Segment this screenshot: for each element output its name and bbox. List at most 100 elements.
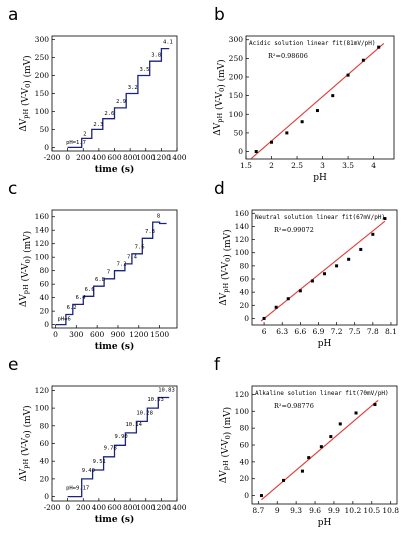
y-tick-label: 60 [39, 280, 49, 289]
x-tick-label: 9.6 [309, 506, 321, 515]
x-tick-label: 9.3 [290, 506, 302, 515]
x-tick-label: 10.5 [363, 506, 380, 515]
x-axis-label: time (s) [95, 164, 135, 175]
y-tick-label: 60 [239, 441, 249, 450]
data-point [338, 422, 342, 426]
y-axis-label: ΔVpH (V-V0) (mV) [213, 59, 227, 135]
step-annotation: 7.4 [127, 255, 138, 261]
step-annotation: 7 [107, 269, 110, 275]
data-point [371, 232, 375, 236]
x-tick-label: 1000 [136, 153, 155, 162]
fit-title: Neutral solution linear fit(67mV/pH) [255, 214, 385, 221]
x-tick-label: -200 [44, 153, 61, 162]
step-annotation: 2 [83, 132, 86, 138]
data-point [331, 94, 335, 98]
x-tick-label: 7.8 [367, 327, 379, 336]
panel-letter-c: c [8, 179, 17, 199]
x-tick-label: 9.9 [328, 506, 340, 515]
fit-title: Alkaline solution linear fit(70mV/pH) [255, 390, 389, 397]
step-annotation: 2.9 [116, 99, 126, 105]
y-tick-label: 120 [35, 386, 50, 395]
x-tick-label: 0 [53, 330, 58, 339]
y-tick-label: 150 [35, 89, 50, 98]
data-point [383, 217, 387, 221]
y-tick-label: 120 [235, 390, 250, 399]
y-tick-label: 60 [39, 439, 49, 448]
step-annotation: 10.83 [158, 387, 175, 393]
y-tick-label: 40 [239, 457, 249, 466]
y-tick-label: 100 [229, 110, 244, 119]
data-point [282, 478, 286, 482]
data-point [319, 445, 323, 449]
r-squared-label: R²=0.98606 [268, 52, 308, 60]
x-tick-label: 800 [123, 153, 138, 162]
data-point [373, 403, 377, 407]
y-tick-label: 0 [44, 320, 49, 329]
y-tick-label: 100 [35, 253, 50, 262]
y-tick-label: 0 [244, 314, 249, 323]
step-annotation: 9.40 [82, 468, 95, 474]
x-tick-label: 0 [65, 503, 70, 512]
x-tick-label: 600 [90, 330, 105, 339]
y-tick-label: 40 [239, 288, 249, 297]
x-axis-label: pH [318, 518, 332, 528]
x-tick-label: 1200 [129, 330, 148, 339]
x-tick-label: 400 [92, 153, 107, 162]
y-tick-label: 20 [39, 474, 49, 483]
y-tick-label: 200 [229, 73, 244, 82]
data-point [286, 297, 290, 301]
data-point [285, 131, 289, 135]
y-tick-label: 20 [239, 301, 249, 310]
y-tick-label: 120 [235, 235, 250, 244]
y-tick-label: 40 [39, 457, 49, 466]
step-annotation: 9.78 [104, 446, 117, 452]
y-tick-label: 100 [35, 107, 50, 116]
x-tick-label: 10.2 [345, 506, 362, 515]
chart-panel-f: f 8.7 9 9.3 9.6 9.9 10.2 10.5 10.8 0 20 40 60 80 100 12… [214, 355, 399, 528]
data-point [274, 305, 278, 309]
linear-fit-line [250, 43, 385, 160]
y-tick-label: 200 [35, 71, 50, 80]
data-point [377, 45, 381, 49]
data-point [329, 435, 333, 439]
panel-letter-e: e [8, 355, 18, 375]
x-tick-label: 600 [107, 503, 122, 512]
chart-panel-a: a-200 0 200 400 600 8001000120014000501001502… [8, 5, 187, 175]
x-tick-label: 9 [275, 506, 280, 515]
data-point [300, 120, 304, 124]
y-tick-label: 100 [235, 248, 250, 257]
step-annotation: 8 [157, 213, 160, 219]
x-tick-label: 200 [76, 153, 91, 162]
plot-frame [251, 209, 398, 326]
y-tick-label: 80 [239, 424, 249, 433]
y-axis-label: ΔVpH (V-V0) (mV) [19, 405, 33, 481]
panel-letter-a: a [8, 5, 18, 25]
y-tick-label: 0 [44, 143, 49, 152]
y-axis-label: ΔVpH (V-V0) (mV) [19, 55, 33, 131]
y-axis-label: ΔVpH (V-V0) (mV) [219, 407, 233, 483]
step-annotation: 10.28 [136, 410, 153, 416]
y-tick-label: 0 [244, 491, 249, 500]
step-annotation: 7.8 [145, 229, 155, 235]
data-point [262, 316, 266, 320]
data-point [361, 58, 365, 62]
step-annotation: 6.2 [67, 305, 77, 311]
step-annotation: 6.8 [95, 277, 105, 283]
x-tick-label: -200 [44, 503, 61, 512]
y-tick-label: 0 [238, 147, 243, 156]
y-tick-label: 100 [35, 404, 50, 413]
data-point [254, 150, 258, 154]
x-tick-label: 1000 [136, 503, 155, 512]
y-tick-label: 160 [35, 212, 50, 221]
step-annotation: 6.4 [76, 295, 87, 301]
r-squared-label: R²=0.98776 [274, 402, 314, 410]
y-tick-label: 80 [39, 266, 49, 275]
data-point [346, 73, 350, 77]
step-annotation: 3.5 [140, 67, 150, 73]
x-tick-label: 3 [320, 161, 325, 170]
step-annotation: 3.2 [128, 85, 138, 91]
y-tick-label: 80 [239, 261, 249, 270]
x-tick-label: 6.3 [276, 327, 288, 336]
y-tick-label: 40 [39, 293, 49, 302]
